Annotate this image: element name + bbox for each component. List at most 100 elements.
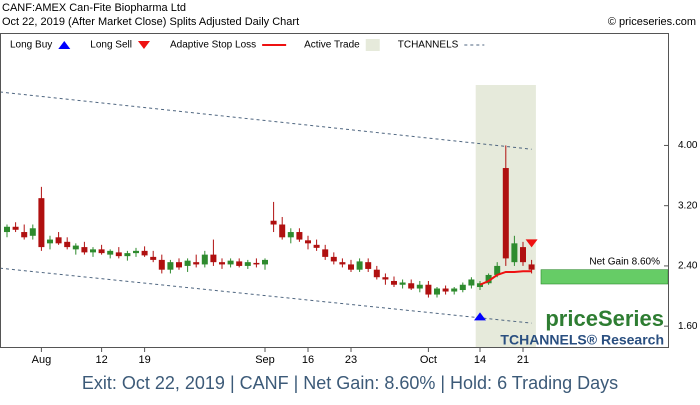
x-tick-label: 12 [95, 354, 107, 366]
candle-body [158, 259, 165, 270]
legend-icon [58, 41, 71, 49]
x-tick-label: 23 [345, 354, 357, 366]
x-tick-label: Aug [32, 354, 52, 366]
x-tick-label: 19 [138, 354, 150, 366]
candle-body [511, 243, 518, 263]
candle-body [107, 250, 114, 255]
candle-body [262, 259, 268, 265]
candle-body [90, 249, 96, 253]
candle-body [21, 232, 28, 238]
channel-line [0, 91, 532, 150]
plot-frame [0, 33, 669, 348]
candle-body [150, 256, 157, 260]
candle-body [313, 244, 320, 248]
candle-body [47, 239, 53, 244]
net-gain-zone [540, 269, 669, 285]
candle-body [339, 262, 346, 265]
candle-body [210, 254, 217, 263]
chart-title: CANF:AMEX Can-Fite Biopharma Ltd [2, 2, 186, 14]
legend-label: Long Buy [10, 40, 52, 51]
candle-body [98, 249, 105, 254]
y-tick-label: 3.20 [678, 200, 698, 211]
legend-label: TCHANNELS [398, 40, 459, 51]
candle-body [348, 264, 354, 270]
candle-body [141, 250, 148, 256]
candle-body [133, 250, 139, 254]
candle-body [176, 262, 182, 268]
candle-body [287, 232, 294, 238]
candle-body [236, 261, 243, 266]
channel-line [0, 267, 532, 324]
candle-body [253, 262, 260, 265]
candle-body [330, 256, 337, 262]
candle-body [408, 283, 415, 289]
legend-label: Active Trade [304, 40, 360, 51]
x-tick-label: 16 [302, 354, 314, 366]
candle-body [124, 253, 131, 257]
brand-sub: TCHANNELS® Research [500, 332, 664, 348]
candle-body [193, 262, 200, 265]
stop-loss-line [479, 270, 532, 286]
candle-body [477, 283, 483, 288]
legend-label: Adaptive Stop Loss [170, 40, 256, 51]
candle-body [442, 288, 449, 292]
candle-body [201, 254, 208, 265]
x-tick-label: Oct [420, 354, 437, 366]
candle-body [55, 237, 62, 244]
candle-body [322, 249, 329, 257]
candle-body [12, 226, 19, 230]
x-tick-label: 21 [517, 354, 529, 366]
candle-body [64, 241, 71, 248]
copyright: © priceseries.com [608, 16, 696, 28]
x-tick-label: Sep [255, 354, 275, 366]
legend-icon [137, 41, 150, 49]
candle-body [167, 262, 174, 270]
candle-body [305, 240, 311, 244]
candle-body [391, 280, 397, 285]
candle-body [416, 284, 423, 289]
buy-arrow [474, 312, 486, 321]
candle-body [296, 232, 303, 240]
chart-subtitle: Oct 22, 2019 (After Market Close) Splits… [2, 16, 299, 28]
candle-body [270, 220, 277, 225]
y-tick-label: 4.00 [678, 140, 698, 151]
legend-icon [365, 39, 380, 51]
candle-body [468, 279, 475, 286]
candle-body [244, 262, 251, 266]
candle-body [81, 247, 88, 253]
candle-body [4, 226, 10, 233]
candle-body [425, 284, 432, 295]
candle-body [184, 260, 191, 266]
candle-body [382, 277, 389, 280]
candle-body [451, 288, 458, 292]
candle-body [29, 228, 36, 236]
candle-body [434, 288, 440, 295]
y-tick-label: 2.40 [678, 261, 698, 272]
candle-body [38, 198, 45, 248]
candle-body [502, 168, 509, 259]
candle-body [485, 274, 492, 284]
candle-body [219, 262, 225, 265]
candle-body [279, 224, 286, 238]
sell-arrow [525, 239, 538, 248]
net-gain-label: Net Gain 8.60% [589, 256, 660, 267]
candle-body [72, 245, 79, 250]
candle-body [356, 261, 363, 270]
candle-body [365, 262, 372, 269]
candle-body [494, 265, 501, 275]
candle-body [227, 260, 234, 265]
plot-area: 1.60 2.40 3.20 4.00 Aug 12 19 Sep 16 23 Oct 14 21 Net… [0, 39, 698, 366]
candle-body [528, 264, 535, 270]
footer: Exit: Oct 22, 2019 | CANF | Net Gain: 8.… [82, 373, 618, 393]
y-tick-label: 1.60 [678, 321, 698, 332]
x-tick-label: 14 [474, 354, 486, 366]
candle-body [520, 247, 526, 263]
candle-body [115, 252, 122, 257]
candle-body [399, 282, 406, 285]
candle-body [373, 269, 380, 278]
legend-label: Long Sell [90, 40, 132, 51]
brand: priceSeries [545, 306, 664, 331]
candle-body [459, 284, 466, 291]
